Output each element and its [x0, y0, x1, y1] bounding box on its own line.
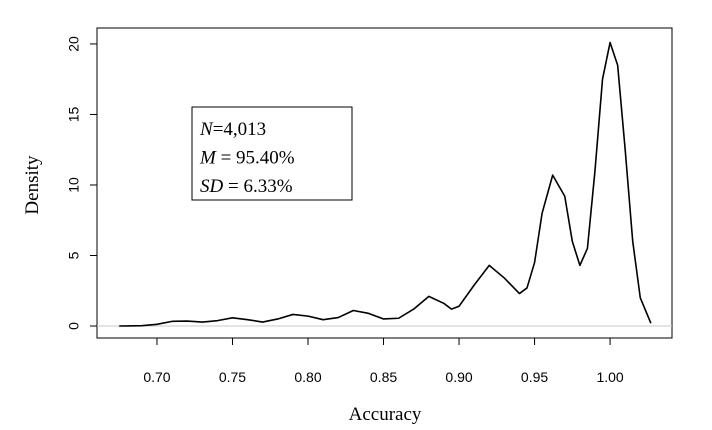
annotation-symbol: SD [200, 176, 224, 197]
density-line [119, 41, 652, 327]
annotation-symbol: N [199, 119, 214, 140]
annotation-symbol: M [199, 148, 217, 169]
x-tick-label: 0.95 [521, 369, 548, 385]
y-tick-label: 0 [66, 322, 82, 330]
annotation-text: = 95.40% [216, 148, 295, 169]
x-tick-label: 0.80 [294, 369, 321, 385]
annotation: SD = 6.33% [200, 176, 293, 197]
x-axis-label: Accuracy [349, 404, 422, 425]
y-axis-label: Density [22, 155, 43, 215]
x-tick-label: 1.00 [596, 369, 623, 385]
annotation-text: =4,013 [213, 119, 266, 140]
y-tick-label: 15 [66, 106, 82, 122]
annotation-text: = 6.33% [223, 176, 292, 197]
x-tick-label: 0.75 [219, 369, 246, 385]
x-tick-label: 0.70 [143, 369, 170, 385]
y-tick-label: 20 [66, 36, 82, 52]
x-tick-label: 0.90 [445, 369, 472, 385]
x-tick-label: 0.85 [370, 369, 397, 385]
annotation-box [191, 106, 353, 201]
annotation: M = 95.40% [199, 148, 295, 169]
annotation: N=4,013 [199, 119, 266, 140]
y-tick-label: 5 [66, 251, 82, 259]
y-tick-label: 10 [66, 177, 82, 193]
